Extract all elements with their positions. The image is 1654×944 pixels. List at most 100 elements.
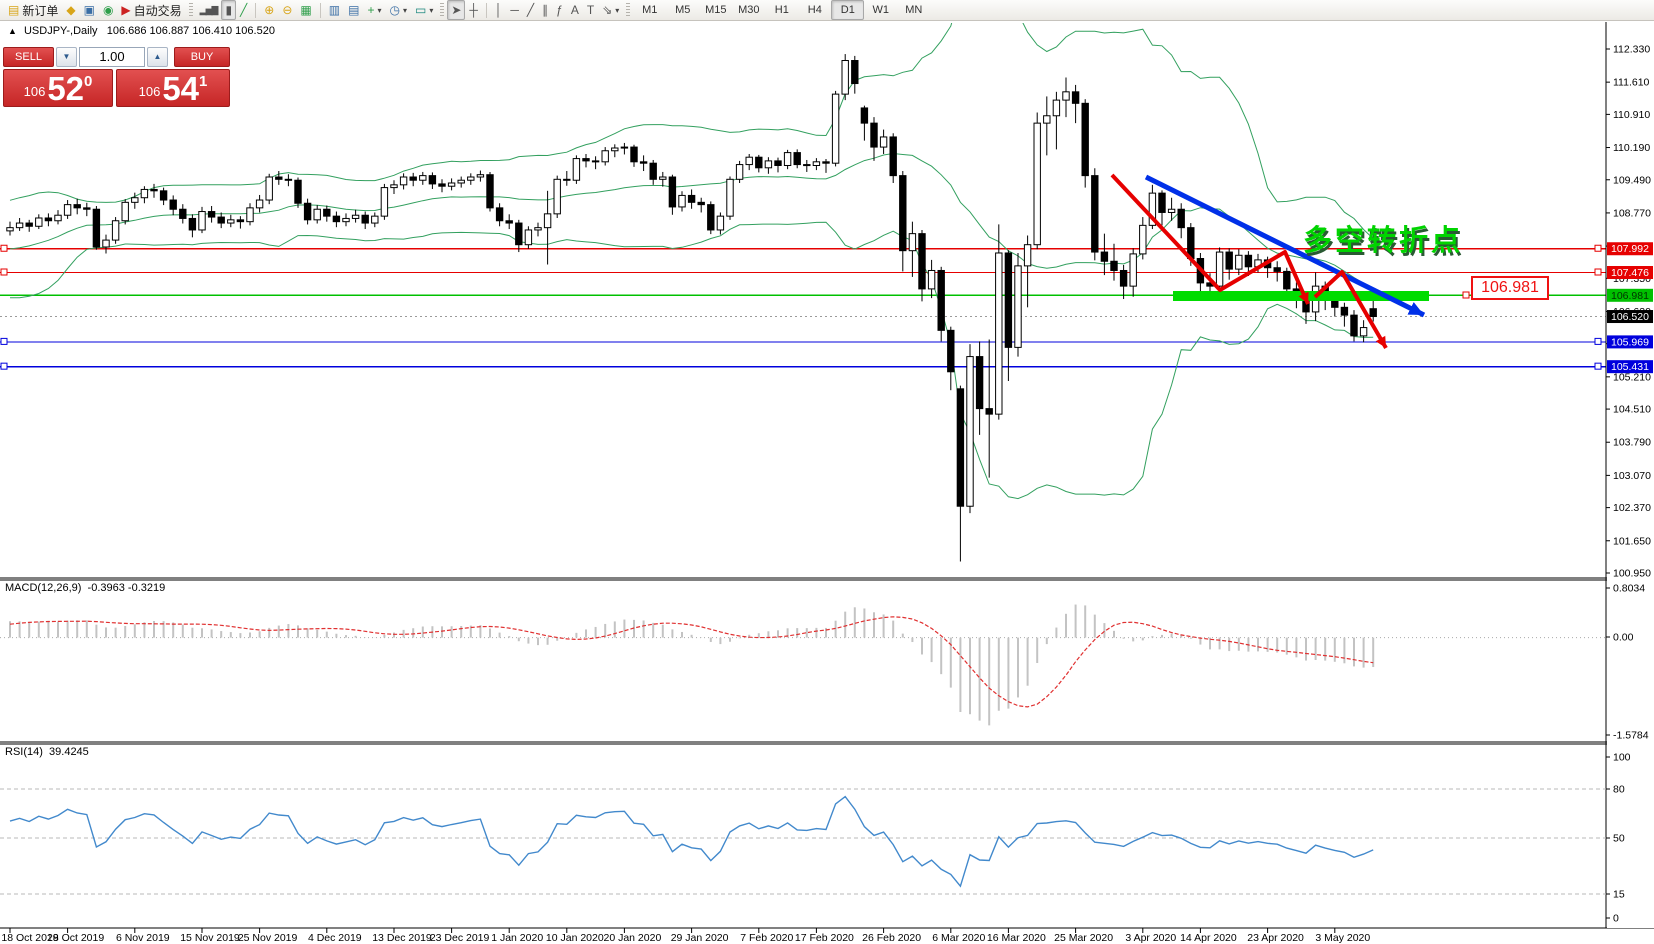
terminal-button[interactable]: ▣ [80, 0, 99, 20]
cursor-button[interactable]: ➤ [447, 0, 466, 20]
date-label: 3 Apr 2020 [1125, 932, 1176, 944]
price-tag-label[interactable]: 106.981 [1471, 276, 1549, 300]
terminal-icon: ▣ [83, 3, 95, 17]
template-button[interactable]: ▭ ▾ [411, 0, 437, 20]
down-trendline[interactable] [1144, 174, 1426, 318]
tf-m15-button[interactable]: M15 [705, 4, 727, 16]
date-label: 14 Apr 2020 [1180, 932, 1237, 944]
main-toolbar: ▤ 新订单 ◆ ▣ ◉ ▶ 自动交易 ▂▅▇ ▮ ╱ ⊕ ⊖ ▦ ▥ ▤ + ▾… [0, 0, 1654, 21]
tf-w1-button[interactable]: W1 [872, 4, 890, 16]
main-pane[interactable] [0, 0, 1606, 562]
tf-h4-button[interactable]: H4 [807, 4, 822, 16]
add-indicator-button[interactable]: + ▾ [363, 0, 385, 20]
symbol-title: USDJPY-,Daily [23, 25, 98, 37]
text-icon: A [570, 3, 579, 17]
seal-button[interactable]: ◆ [62, 0, 79, 20]
volume-up-stepper[interactable]: ▲ [147, 47, 168, 67]
new-order-button[interactable]: ▤ 新订单 [4, 0, 62, 20]
indicators-list-button[interactable]: ▤ [344, 0, 363, 20]
date-label: 4 Dec 2019 [308, 932, 362, 944]
trendline-button[interactable]: ╱ [523, 0, 538, 20]
price-tick-label: 100.950 [1613, 568, 1651, 580]
candlestick-chart-icon: ▮ [225, 3, 233, 17]
red-zigzag-arrow-2[interactable] [1313, 270, 1388, 350]
template-icon: ▭ [414, 3, 427, 17]
text-tool-button[interactable]: A [567, 0, 583, 20]
channel-icon: ∥ [542, 3, 549, 17]
date-label: 20 Jan 2020 [603, 932, 661, 944]
price-tick-label: 103.070 [1613, 470, 1651, 482]
date-label: 23 Dec 2019 [430, 932, 490, 944]
horizontal-line-icon: ─ [510, 3, 519, 17]
tf-m1-button[interactable]: M1 [642, 4, 658, 16]
equidistant-channel-button[interactable]: ∥ [538, 0, 552, 20]
candlestick-chart-button[interactable]: ▮ [221, 0, 237, 20]
bid-price-label [1607, 310, 1653, 324]
macd-axis-label: 0.8034 [1613, 583, 1645, 595]
candles [6, 54, 1377, 562]
zoom-in-button[interactable]: ⊕ [260, 0, 278, 20]
text-label-icon: T [586, 3, 595, 17]
arrows-button[interactable]: ⇘ ▾ [598, 0, 623, 20]
bar-chart-button[interactable]: ▂▅▇ [196, 0, 222, 20]
line-chart-button[interactable]: ╱ [236, 0, 251, 20]
red-zigzag-arrow-1[interactable] [1110, 173, 1310, 305]
arrows-icon: ⇘ [602, 3, 613, 17]
price-tick-label: 112.330 [1613, 44, 1650, 56]
vertical-line-button[interactable]: │ [491, 0, 507, 20]
tf-mn-button[interactable]: MN [905, 4, 923, 16]
rsi-line [9, 795, 1374, 888]
profile-button[interactable]: ▥ [325, 0, 344, 20]
fibonacci-button[interactable]: ƒ [552, 0, 567, 20]
crosshair-button[interactable]: ┼ [465, 0, 482, 20]
volume-input[interactable]: 1.00 [79, 47, 145, 67]
tile-windows-button[interactable]: ▦ [296, 0, 315, 20]
date-label: 7 Feb 2020 [740, 932, 793, 944]
price-tick-label: 101.650 [1613, 535, 1651, 547]
ohlc-values: 106.686 106.887 106.410 106.520 [106, 25, 275, 37]
text-label-button[interactable]: T [583, 0, 598, 20]
date-label: 29 Jan 2020 [671, 932, 729, 944]
line-handle[interactable] [1462, 291, 1470, 299]
macd-signal-line [9, 616, 1374, 708]
buy-button[interactable]: BUY [174, 47, 230, 67]
one-click-trading-panel: SELL ▼ 1.00 ▲ BUY 106 52 0 106 54 1 [3, 45, 230, 107]
signal-icon: ◉ [102, 3, 114, 17]
buy-price-button[interactable]: 106 54 1 [116, 69, 230, 107]
collapse-panel-icon[interactable]: ▲ [8, 26, 17, 36]
seal-icon: ◆ [66, 3, 76, 17]
tile-windows-icon: ▦ [300, 3, 312, 17]
zoom-out-button[interactable]: ⊖ [278, 0, 296, 20]
svg-text:107.476: 107.476 [1611, 267, 1649, 279]
bollinger-lower [10, 221, 1374, 500]
macd-name: MACD(12,26,9) [5, 582, 82, 594]
tf-m5-button[interactable]: M5 [675, 4, 691, 16]
tf-h1-button[interactable]: H1 [774, 4, 789, 16]
new-order-label: 新订单 [22, 3, 59, 18]
tf-d1-button[interactable]: D1 [831, 0, 865, 20]
add-indicator-icon: + [367, 3, 375, 17]
zoom-in-icon: ⊕ [264, 3, 275, 17]
rsi-pane-label: RSI(14) 39.4245 [5, 746, 89, 758]
vertical-line-icon: │ [494, 3, 503, 17]
sell-price-figure: 106 [23, 84, 46, 99]
fibonacci-icon: ƒ [556, 3, 563, 17]
price-tick-label: 103.790 [1613, 437, 1651, 449]
volume-down-stepper[interactable]: ▼ [56, 47, 77, 67]
horizontal-line-button[interactable]: ─ [506, 0, 523, 20]
price-tick-label: 111.610 [1613, 77, 1650, 89]
sell-price-button[interactable]: 106 52 0 [3, 69, 113, 107]
sell-button[interactable]: SELL [3, 47, 54, 67]
rsi-axis-label: 100 [1613, 752, 1631, 764]
period-clock-button[interactable]: ◷ ▾ [385, 0, 411, 20]
macd-pane [9, 604, 1375, 726]
annotation-text[interactable]: 多空转折点 [1303, 225, 1464, 257]
date-label: 25 Mar 2020 [1054, 932, 1113, 944]
chevron-down-icon: ▾ [429, 5, 434, 15]
tf-m30-button[interactable]: M30 [738, 4, 760, 16]
date-label: 26 Feb 2020 [862, 932, 921, 944]
autotrading-button[interactable]: ▶ 自动交易 [117, 0, 185, 20]
date-label: 16 Mar 2020 [987, 932, 1046, 944]
signal-button[interactable]: ◉ [99, 0, 117, 20]
